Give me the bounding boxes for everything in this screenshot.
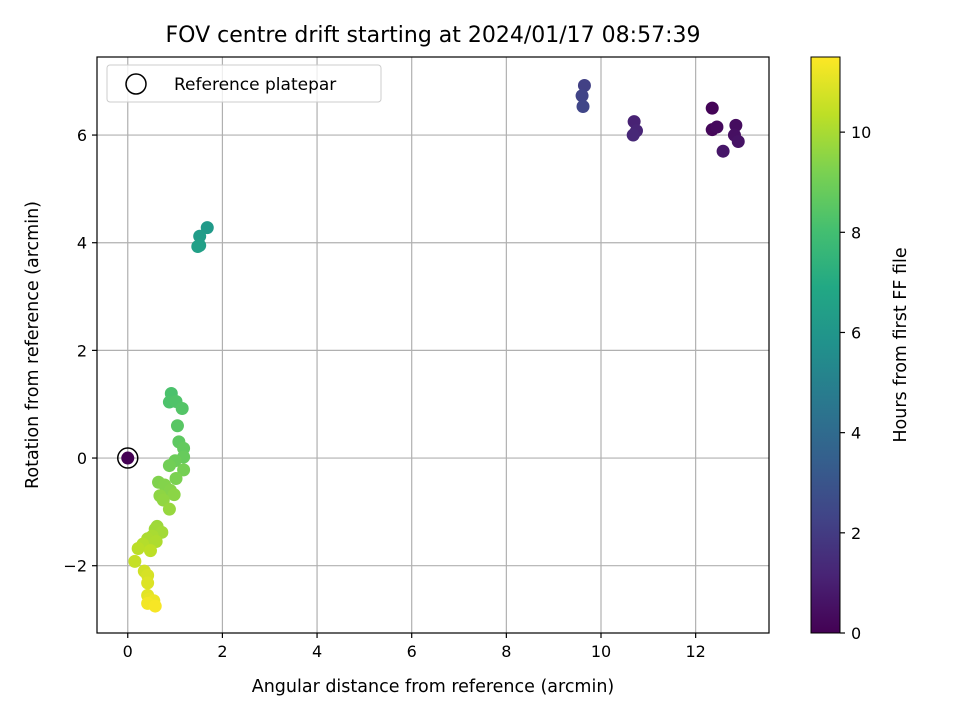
data-point (191, 239, 205, 253)
reference-circle (117, 447, 139, 469)
x-tick-label: 6 (407, 642, 417, 661)
y-tick-label: 0 (77, 449, 87, 468)
colorbar-tick-label: 4 (851, 424, 861, 443)
colorbar-tick-label: 10 (851, 123, 871, 142)
x-axis-title: Angular distance from reference (arcmin) (252, 677, 615, 697)
legend: Reference platepar (106, 64, 382, 103)
colorbar-tick-label: 6 (851, 323, 861, 342)
data-point (731, 135, 745, 149)
colorbar-label: Hours from first FF file (891, 247, 911, 442)
data-point (148, 599, 162, 613)
data-point (121, 451, 135, 465)
legend-marker (125, 73, 147, 95)
x-axis-ticks: 0 2 4 6 8 10 12 (123, 633, 706, 661)
x-tick-label: 2 (217, 642, 227, 661)
data-point (710, 120, 724, 134)
data-point (576, 100, 590, 114)
x-tick-label: 0 (123, 642, 133, 661)
y-tick-label: 6 (77, 126, 87, 145)
x-tick-label: 8 (501, 642, 511, 661)
data-point (128, 554, 142, 568)
data-point (626, 128, 640, 142)
data-point (162, 459, 176, 473)
x-tick-label: 4 (312, 642, 322, 661)
data-point (141, 576, 155, 590)
data-point (167, 488, 181, 502)
data-point (729, 118, 743, 132)
data-point (575, 89, 589, 103)
legend-box (106, 64, 382, 103)
data-point (169, 472, 183, 486)
legend-label: Reference platepar (174, 75, 336, 95)
data-point (162, 502, 176, 516)
colorbar-ticks: 0 2 4 6 8 10 (840, 123, 871, 643)
data-point (193, 229, 207, 243)
y-tick-label: 4 (77, 234, 87, 253)
data-point (577, 79, 591, 93)
data-point (200, 221, 214, 235)
reference-marker (117, 447, 139, 469)
colorbar-tick-label: 8 (851, 223, 861, 242)
data-point (131, 541, 145, 555)
data-point (177, 463, 191, 477)
y-tick-label: 2 (77, 341, 87, 360)
grid (97, 57, 769, 633)
colorbar-tick-label: 0 (851, 624, 861, 643)
y-tick-label: −2 (63, 557, 87, 576)
y-axis-ticks: −2 0 2 4 6 (63, 126, 97, 576)
data-points (121, 79, 745, 613)
chart-title: FOV centre drift starting at 2024/01/17 … (166, 23, 701, 48)
data-point (170, 419, 184, 433)
plot-frame (96, 56, 770, 634)
y-axis-title: Rotation from reference (arcmin) (23, 201, 43, 489)
data-point (175, 402, 189, 416)
data-point (156, 493, 170, 507)
data-point (705, 101, 719, 115)
colorbar-gradient (810, 56, 841, 634)
x-tick-label: 12 (685, 642, 705, 661)
x-tick-label: 10 (591, 642, 611, 661)
data-point (143, 544, 157, 558)
colorbar: 0 2 4 6 8 10 Hours from first FF file (810, 56, 911, 643)
data-point (716, 144, 730, 158)
colorbar-tick-label: 2 (851, 524, 861, 543)
